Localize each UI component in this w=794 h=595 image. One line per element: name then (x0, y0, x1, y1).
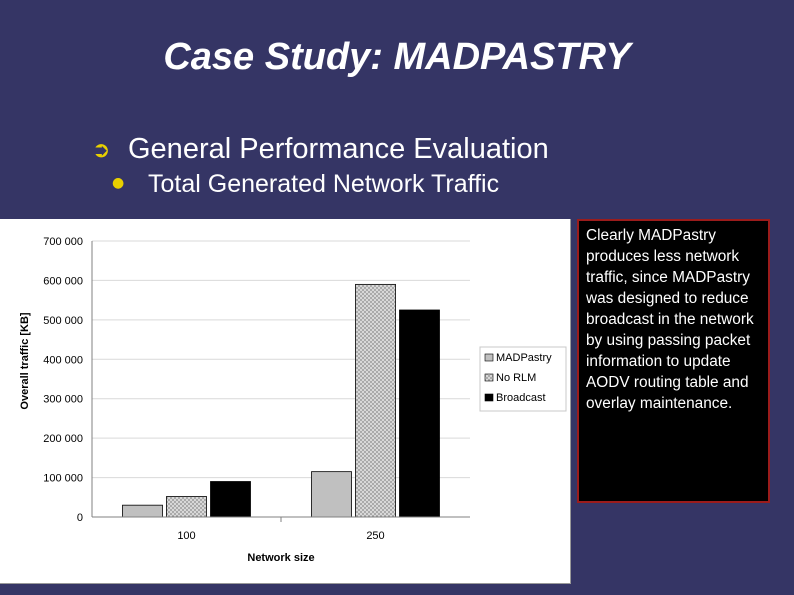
bullet-text: General Performance Evaluation (128, 133, 549, 165)
y-tick-label: 100 000 (43, 473, 83, 485)
x-axis-label: Network size (247, 552, 314, 564)
explanation-note: Clearly MADPastry produces less network … (577, 219, 770, 503)
y-tick-label: 400 000 (43, 354, 83, 366)
bullet-text: Total Generated Network Traffic (148, 170, 500, 198)
legend-swatch (484, 353, 494, 362)
legend-label: Broadcast (496, 392, 546, 404)
arrow-bullet-icon: ➲ (92, 138, 111, 163)
y-axis-label: Overall traffic [KB] (19, 312, 31, 410)
bar-madpastry-100 (122, 504, 163, 518)
legend-swatch (484, 373, 494, 382)
x-tick-label: 250 (366, 530, 384, 542)
slide-title: Case Study: MADPASTRY (163, 36, 631, 78)
y-tick-label: 0 (77, 512, 83, 524)
legend-label: MADPastry (496, 352, 552, 364)
legend-swatch (484, 393, 494, 402)
bar-no-rlm-100 (166, 496, 207, 518)
y-tick-label: 200 000 (43, 433, 83, 445)
y-tick-label: 600 000 (43, 275, 83, 287)
legend-label: No RLM (496, 372, 536, 384)
y-tick-label: 700 000 (43, 236, 83, 248)
x-tick-label: 100 (177, 530, 195, 542)
bar-madpastry-250 (311, 471, 352, 518)
y-tick-label: 500 000 (43, 315, 83, 327)
bar-broadcast-250 (399, 309, 440, 518)
dot-bullet-icon: ● (112, 175, 125, 191)
bar-no-rlm-250 (355, 283, 396, 518)
y-tick-label: 300 000 (43, 394, 83, 406)
traffic-chart: 0 100 000 200 000 300 000 400 000 500 000 600 … (0, 219, 571, 584)
bar-broadcast-100 (210, 481, 251, 518)
legend-box (479, 346, 567, 412)
traffic-chart-svg: 0 100 000 200 000 300 000 400 000 500 000 600 … (19, 236, 567, 564)
